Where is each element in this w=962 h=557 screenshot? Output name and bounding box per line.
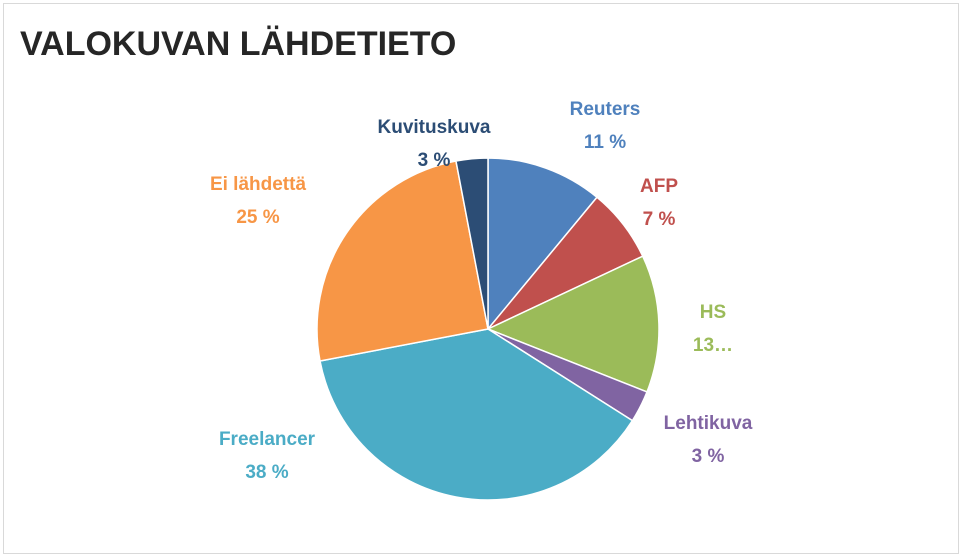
slice-category-label: Lehtikuva bbox=[664, 413, 753, 434]
slice-value-label: 25 % bbox=[236, 207, 279, 228]
slice-value-label: 7 % bbox=[643, 209, 676, 230]
pie-slice bbox=[455, 157, 489, 330]
slice-category-label: Freelancer bbox=[219, 429, 316, 450]
slice-value-label: 38 % bbox=[245, 462, 288, 483]
pie-slice bbox=[486, 255, 660, 393]
slice-value-label: 3 % bbox=[418, 150, 451, 171]
slice-category-label: HS bbox=[700, 302, 726, 323]
slice-category-label: Ei lähdettä bbox=[210, 174, 307, 195]
slice-value-label: 11 % bbox=[584, 132, 626, 153]
slice-value-label: 13… bbox=[693, 335, 733, 356]
pie-slice bbox=[487, 157, 599, 332]
slice-value-label: 3 % bbox=[692, 446, 725, 467]
pie-slice bbox=[319, 328, 634, 501]
slice-category-label: AFP bbox=[640, 176, 678, 197]
slice-category-label: Reuters bbox=[570, 99, 641, 120]
slice-category-label: Kuvituskuva bbox=[378, 117, 491, 138]
pie-slice bbox=[316, 160, 489, 362]
chart-title: VALOKUVAN LÄHDETIETO bbox=[20, 25, 456, 63]
